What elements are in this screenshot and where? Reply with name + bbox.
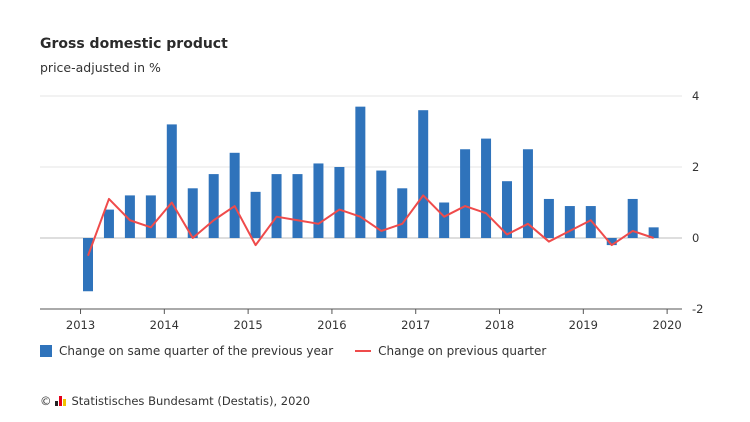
bar-2018-Q4	[564, 206, 575, 238]
source-text: Statistisches Bundesamt (Destatis), 2020	[71, 394, 311, 408]
x-axis-ticks: 2013 2014 2015 2016 2017 2018 2019 2020	[66, 318, 682, 332]
bar-2017-Q2	[439, 202, 450, 238]
bar-2019-Q2	[606, 238, 617, 246]
bar-2016-Q3	[376, 170, 387, 238]
bar-2016-Q1	[334, 167, 345, 238]
bar-2013-Q4	[145, 195, 156, 238]
y-tick-label: -2	[692, 302, 703, 316]
y-tick-label: 4	[692, 89, 699, 103]
bar-2019-Q3	[627, 198, 638, 238]
x-tick-label: 2015	[233, 318, 262, 332]
bar-2017-Q1	[418, 110, 429, 238]
bar-2018-Q3	[543, 198, 554, 238]
bar-2017-Q3	[460, 149, 471, 238]
bar-2013-Q2	[103, 209, 114, 238]
x-tick-label: 2019	[569, 318, 598, 332]
bar-2018-Q2	[522, 149, 533, 238]
legend: Change on same quarter of the previous y…	[40, 344, 568, 358]
bar-2015-Q3	[292, 174, 303, 238]
bar-2015-Q2	[271, 174, 282, 238]
bar-2014-Q2	[187, 188, 198, 238]
bar-2017-Q4	[481, 138, 492, 238]
x-tick-label: 2013	[66, 318, 95, 332]
x-axis	[40, 308, 682, 314]
bar-2016-Q2	[355, 106, 366, 239]
x-tick-label: 2017	[401, 318, 430, 332]
bar-2019-Q1	[585, 206, 596, 238]
legend-line-label: Change on previous quarter	[378, 344, 547, 358]
x-tick-label: 2014	[150, 318, 179, 332]
bar-2014-Q1	[166, 124, 177, 238]
bar-2014-Q4	[229, 152, 240, 238]
x-tick-label: 2018	[485, 318, 514, 332]
bar-2015-Q1	[250, 191, 261, 238]
x-tick-label: 2016	[317, 318, 346, 332]
destatis-logo-icon	[54, 396, 67, 406]
bar-2014-Q3	[208, 174, 219, 238]
legend-bar-label: Change on same quarter of the previous y…	[59, 344, 334, 358]
line-previous-quarter	[87, 194, 654, 257]
bar-2013-Q3	[124, 195, 135, 238]
line-series	[87, 194, 654, 257]
bar-2013-Q1	[83, 238, 93, 292]
legend-item-bars: Change on same quarter of the previous y…	[40, 344, 333, 358]
legend-line-swatch	[355, 350, 372, 352]
x-tick-label: 2020	[652, 318, 681, 332]
bar-series	[83, 106, 659, 292]
bar-2016-Q4	[397, 188, 408, 238]
legend-item-line: Change on previous quarter	[355, 344, 546, 358]
y-axis-ticks: 4 2 0 -2	[692, 89, 703, 316]
chart-subtitle: price-adjusted in %	[40, 60, 161, 75]
legend-bar-swatch	[40, 345, 52, 357]
bar-2019-Q4	[648, 227, 659, 238]
y-tick-label: 2	[692, 160, 699, 174]
y-tick-label: 0	[692, 231, 699, 245]
bar-2015-Q4	[313, 163, 324, 238]
copyright-symbol: ©	[40, 394, 52, 408]
gdp-chart: 4 2 0 -2 2013 2014 2015 2016 2017 2018 2019 2020	[40, 89, 703, 332]
chart-title: Gross domestic product	[40, 36, 228, 52]
source-note: © Statistisches Bundesamt (Destatis), 20…	[40, 394, 310, 408]
bar-2018-Q1	[502, 181, 512, 238]
